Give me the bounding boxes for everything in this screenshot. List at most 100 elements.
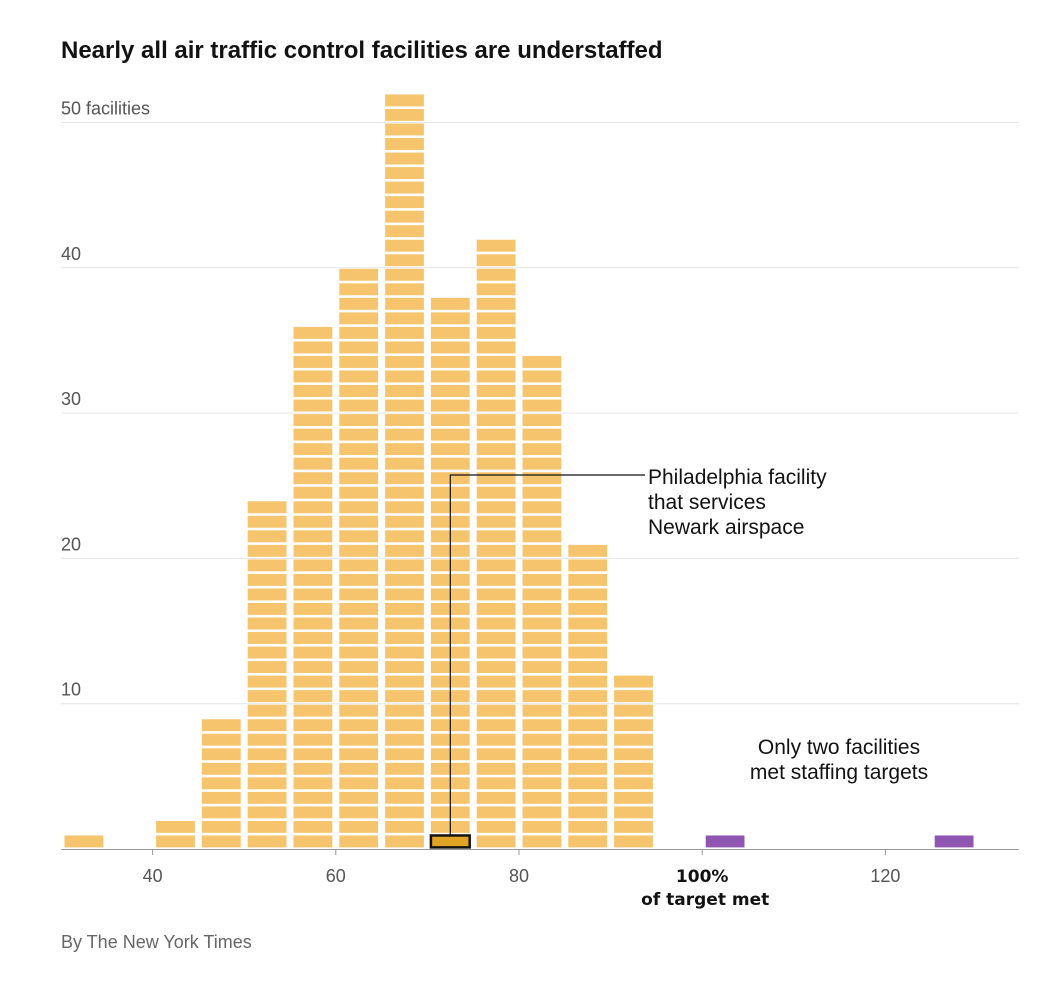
bar-block-55-12 [293, 675, 333, 688]
bar-block-80-1 [522, 835, 562, 848]
bar-block-65-20 [385, 559, 424, 572]
y-axis-tick-labels: 10 20 30 40 50 facilities [61, 99, 150, 700]
bar-block-75-24 [476, 501, 516, 514]
bar-block-70-27 [430, 457, 470, 470]
bar-block-75-35 [476, 341, 516, 354]
bar-bin-65 [385, 94, 424, 848]
bar-block-125-1 [934, 835, 974, 848]
bar-block-80-24 [522, 501, 562, 514]
bar-block-80-20 [522, 559, 562, 572]
bar-block-85-19 [568, 573, 608, 586]
bar-block-60-13 [339, 661, 379, 674]
bar-block-55-30 [293, 414, 333, 427]
bar-block-65-24 [385, 501, 424, 514]
bar-block-65-34 [385, 355, 424, 368]
bar-block-85-15 [568, 632, 608, 644]
bar-block-90-4 [614, 791, 653, 804]
bar-block-65-46 [385, 181, 424, 194]
bar-block-75-38 [476, 297, 516, 310]
bar-block-55-29 [293, 428, 333, 441]
bar-block-70-38 [430, 297, 470, 310]
bar-block-70-30 [430, 414, 470, 427]
bar-block-60-23 [339, 515, 379, 528]
bar-block-50-2 [247, 820, 287, 833]
bar-block-55-5 [293, 777, 333, 790]
y-tick-label-20: 20 [61, 534, 81, 554]
bar-block-85-7 [568, 748, 608, 761]
bar-block-55-28 [293, 443, 333, 456]
bar-block-50-21 [247, 544, 287, 557]
bar-block-80-3 [522, 806, 562, 819]
bar-block-55-7 [293, 748, 333, 761]
bar-block-80-33 [522, 370, 562, 383]
bar-block-85-4 [568, 791, 608, 804]
bar-block-75-21 [476, 544, 516, 557]
bar-block-65-14 [385, 646, 424, 659]
bar-block-85-14 [568, 646, 608, 659]
bar-block-80-14 [522, 646, 562, 659]
bar-bin-60 [339, 268, 379, 848]
bar-block-50-22 [247, 530, 287, 543]
bar-block-85-5 [568, 777, 608, 790]
annotation-philadelphia-line-3: Newark airspace [648, 516, 804, 539]
bar-block-55-31 [293, 399, 333, 412]
bar-block-60-30 [339, 414, 379, 427]
bar-block-50-14 [247, 646, 287, 659]
bar-block-85-3 [568, 806, 608, 819]
bar-block-65-26 [385, 472, 424, 485]
bar-block-75-39 [476, 283, 516, 296]
bar-block-80-10 [522, 704, 562, 717]
bar-block-60-18 [339, 588, 379, 601]
bar-block-80-6 [522, 762, 562, 775]
bar-block-60-6 [339, 762, 379, 775]
bar-block-60-31 [339, 399, 379, 412]
bar-block-75-34 [476, 355, 516, 368]
bar-block-60-15 [339, 632, 379, 644]
bar-block-80-16 [522, 617, 562, 630]
bar-block-55-33 [293, 370, 333, 383]
y-tick-label-50: 50 facilities [61, 99, 150, 119]
bar-block-65-15 [385, 632, 424, 644]
bar-block-75-28 [476, 443, 516, 456]
bar-block-75-10 [476, 704, 516, 717]
bar-block-65-25 [385, 486, 424, 499]
x-tick-label-120: 120 [870, 866, 900, 886]
bar-block-75-2 [476, 820, 516, 833]
bar-block-65-48 [385, 152, 424, 165]
bar-block-80-32 [522, 385, 562, 397]
bar-block-65-1 [385, 835, 424, 848]
bar-block-80-12 [522, 675, 562, 688]
bar-block-85-20 [568, 559, 608, 572]
y-tick-label-30: 30 [61, 389, 81, 409]
bar-block-60-1 [339, 835, 379, 848]
bar-block-65-44 [385, 210, 424, 223]
bar-block-60-7 [339, 748, 379, 761]
highlighted-facility-block [429, 834, 471, 849]
y-tick-label-10: 10 [61, 680, 81, 700]
bar-bin-45 [201, 719, 241, 848]
bar-block-60-25 [339, 486, 379, 499]
x-axis-sublabel: of target met [641, 890, 769, 910]
bar-block-75-30 [476, 414, 516, 427]
bar-block-80-26 [522, 472, 562, 485]
bar-block-65-38 [385, 297, 424, 310]
bar-block-60-27 [339, 457, 379, 470]
bar-block-55-21 [293, 544, 333, 557]
annotation-met-targets-line-2: met staffing targets [750, 761, 928, 784]
bar-block-55-8 [293, 733, 333, 746]
bar-block-50-20 [247, 559, 287, 572]
bar-block-85-18 [568, 588, 608, 601]
bar-block-45-5 [201, 777, 241, 790]
bar-block-55-3 [293, 806, 333, 819]
bar-block-90-11 [614, 690, 653, 703]
bar-block-60-20 [339, 559, 379, 572]
bar-block-65-2 [385, 820, 424, 833]
bar-block-45-7 [201, 748, 241, 761]
bar-bin-75 [476, 239, 516, 848]
bar-block-65-5 [385, 777, 424, 790]
chart-title: Nearly all air traffic control facilitie… [61, 37, 663, 64]
bar-block-75-7 [476, 748, 516, 761]
bar-bin-80 [522, 355, 562, 848]
bar-block-60-24 [339, 501, 379, 514]
bar-block-30-1 [64, 835, 104, 848]
